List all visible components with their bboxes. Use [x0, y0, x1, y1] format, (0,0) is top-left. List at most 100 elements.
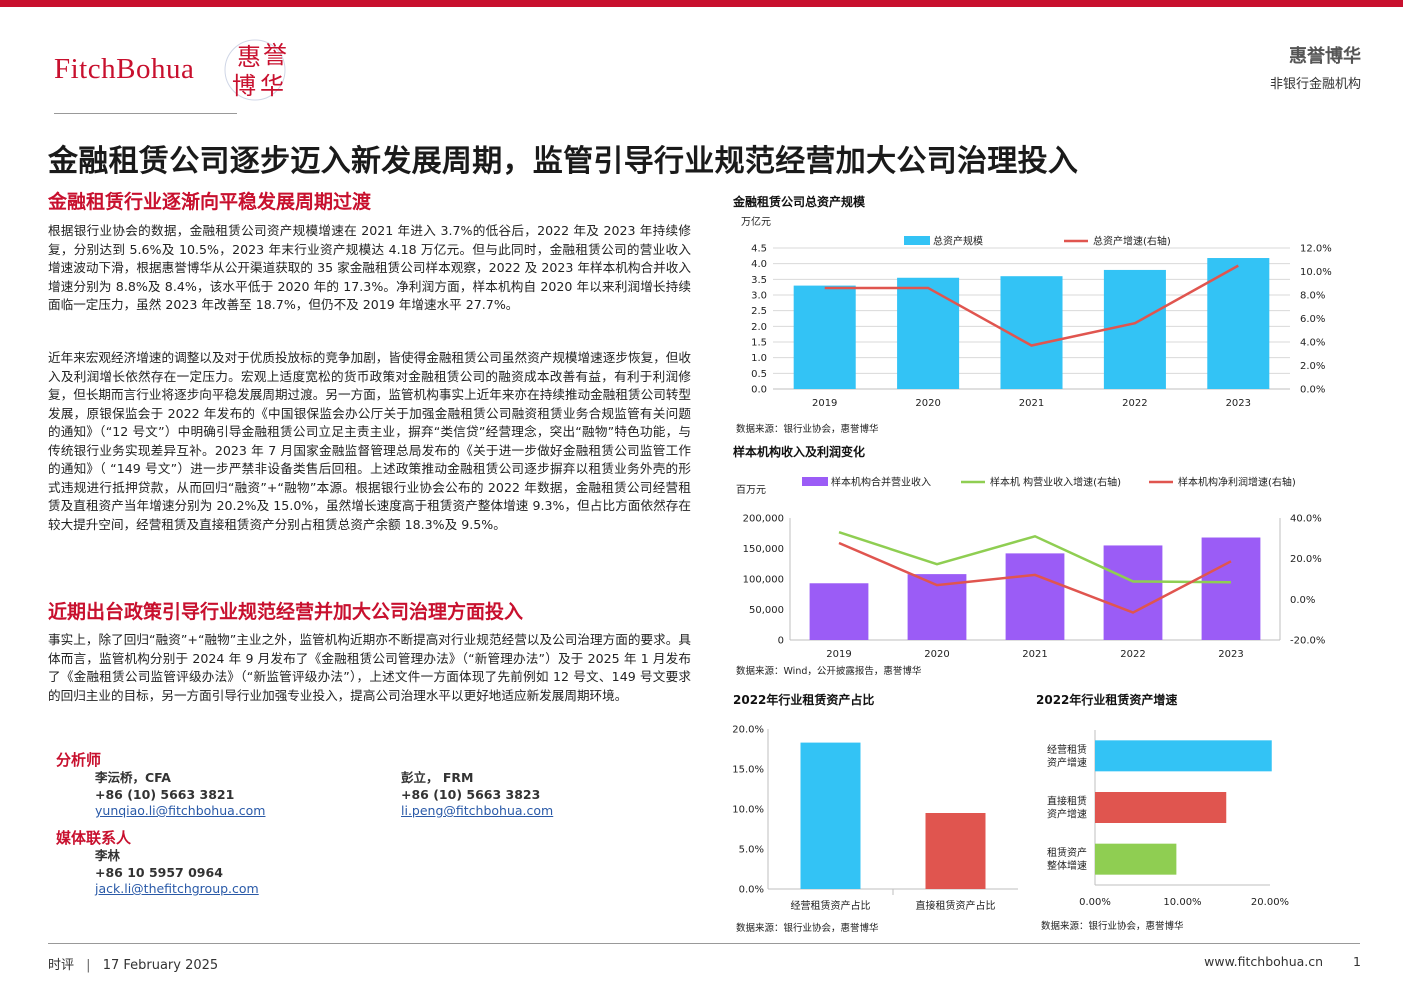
- y-tick-label: 4.0: [751, 259, 767, 270]
- x-tick-label: 2020: [915, 398, 940, 409]
- media-name: 李林: [95, 848, 121, 863]
- y2-tick-label: 0.0%: [1300, 385, 1325, 396]
- top-accent-bar: [0, 0, 1403, 7]
- series-line-0: [824, 264, 1239, 347]
- analyst-2-phone: +86 (10) 5663 3823: [401, 786, 541, 802]
- y-tick-label: 5.0%: [739, 845, 764, 856]
- paragraph-3: 事实上，除了回归“融资”+“融物”主业之外，监管机构近期亦不断提高对行业规范经营…: [48, 632, 691, 703]
- chart-lease-growth: 0.00% 10.00% 20.00% 经营租赁资产增速直接租赁资产增速租赁资产整体增…: [1047, 730, 1289, 908]
- media-heading: 媒体联系人: [56, 829, 132, 847]
- media-contact: 李林 +86 10 5957 0964 jack.li@thefitchgrou…: [95, 848, 259, 898]
- y-axis-unit: 百万元: [736, 484, 766, 496]
- brand-category: 非银行金融机构: [1269, 77, 1361, 92]
- x-tick-label: 2020: [924, 649, 949, 660]
- y2-tick-label: 40.0%: [1290, 514, 1322, 525]
- chart4-source: 数据来源：银行业协会，惠誉博华: [1041, 921, 1184, 932]
- chart3-source: 数据来源：银行业协会，惠誉博华: [736, 923, 879, 934]
- fitchbohua-logo: FitchBohua 惠 誉 博 华: [54, 38, 314, 102]
- paragraph-2: 近年来宏观经济增速的调整以及对于优质投放标的竞争加剧，皆使得金融租赁公司虽然资产…: [48, 350, 691, 532]
- legend-label: 样本机构净利润增速(右轴): [1178, 476, 1296, 489]
- series-line-0: [838, 531, 1232, 584]
- bar-2022: [1103, 545, 1163, 640]
- chart2-source: 数据来源：Wind，公开披露报告，惠誉博华: [736, 666, 922, 677]
- y-tick-label: 直接租赁资产增速: [1047, 795, 1087, 821]
- chart-revenue-profit: 百万元 0 50,000 100,000 150,000 200,000 -20.0% 0.0…: [736, 476, 1325, 661]
- paragraph-1: 根据银行业协会的数据，金融租赁公司资产规模增速在 2021 年进入 3.7%的低…: [48, 223, 691, 312]
- y2-tick-label: 8.0%: [1300, 291, 1325, 302]
- logo-divider: [54, 113, 237, 114]
- logo-seal-icon: 惠 誉 博 华: [224, 39, 287, 101]
- y-tick-label: 0.0%: [739, 885, 764, 896]
- section-heading-2: 近期出台政策引导行业规范经营并加大公司治理方面投入: [48, 601, 524, 623]
- footer-right: www.fitchbohua.cn 1: [1204, 954, 1361, 969]
- y2-tick-label: 4.0%: [1300, 338, 1325, 349]
- bar-租赁资产整体增速: [1095, 843, 1177, 875]
- y-tick-label: 租赁资产整体增速: [1047, 846, 1087, 872]
- y-tick-label: 15.0%: [732, 765, 764, 776]
- chart4-title: 2022年行业租赁资产增速: [1036, 693, 1178, 707]
- analyst-1: 李沄桥，CFA +86 (10) 5663 3821 yunqiao.li@fi…: [95, 770, 265, 820]
- page-title: 金融租赁公司逐步迈入新发展周期，监管引导行业规范经营加大公司治理投入: [48, 144, 1079, 179]
- x-tick-label: 20.00%: [1251, 897, 1289, 908]
- x-tick-label: 2022: [1122, 398, 1147, 409]
- legend-label: 总资产规模: [933, 235, 983, 248]
- bar-直接租赁资产占比: [925, 813, 986, 889]
- y-tick-label: 4.5: [751, 244, 767, 255]
- analyst-1-phone: +86 (10) 5663 3821: [95, 786, 235, 802]
- x-tick-label: 2023: [1218, 649, 1243, 660]
- y-tick-label: 1.5: [751, 338, 767, 349]
- y-tick-label: 200,000: [743, 514, 784, 525]
- svg-text:博: 博: [232, 72, 256, 100]
- logo-wordmark: FitchBohua: [54, 53, 195, 85]
- svg-text:誉: 誉: [263, 41, 287, 69]
- y-tick-label: 2.0: [751, 322, 767, 333]
- bar-2022: [1103, 269, 1166, 389]
- chart2-title: 样本机构收入及利润变化: [733, 445, 866, 459]
- y-tick-label: 10.0%: [732, 805, 764, 816]
- y2-tick-label: 20.0%: [1290, 554, 1322, 565]
- x-tick-label: 2019: [826, 649, 851, 660]
- bar-2019: [793, 285, 856, 389]
- y2-tick-label: 2.0%: [1300, 361, 1325, 372]
- y-tick-label: 150,000: [743, 544, 784, 555]
- analyst-2: 彭立， FRM +86 (10) 5663 3823 li.peng@fitch…: [401, 770, 553, 820]
- legend-swatch: [904, 236, 930, 245]
- footer-divider: [48, 943, 1360, 944]
- y2-tick-label: 6.0%: [1300, 314, 1325, 325]
- series-line-1: [838, 541, 1232, 614]
- legend-label: 样本机 构营业收入增速(右轴): [990, 476, 1121, 489]
- footer-website[interactable]: www.fitchbohua.cn: [1204, 954, 1324, 969]
- brand-name: 惠誉博华: [1289, 46, 1361, 67]
- media-email[interactable]: jack.li@thefitchgroup.com: [95, 881, 259, 896]
- x-tick-label: 直接租赁资产占比: [916, 899, 996, 912]
- bar-直接租赁资产增速: [1095, 792, 1227, 823]
- bar-2023: [1201, 537, 1261, 640]
- bar-经营租赁资产增速: [1095, 740, 1272, 772]
- svg-text:惠: 惠: [237, 43, 261, 71]
- legend-label: 总资产增速(右轴): [1093, 235, 1171, 248]
- legend-swatch: [802, 477, 828, 486]
- y-tick-label: 1.0: [751, 353, 767, 364]
- x-tick-label: 经营租赁资产占比: [791, 899, 871, 912]
- x-tick-label: 2019: [812, 398, 837, 409]
- analyst-1-email[interactable]: yunqiao.li@fitchbohua.com: [95, 803, 266, 818]
- section-heading-1: 金融租赁行业逐渐向平稳发展周期过渡: [48, 191, 372, 213]
- svg-text:华: 华: [260, 72, 284, 100]
- x-tick-label: 2022: [1120, 649, 1145, 660]
- analyst-2-email[interactable]: li.peng@fitchbohua.com: [401, 803, 554, 818]
- y-tick-label: 100,000: [743, 575, 784, 586]
- x-tick-label: 2021: [1022, 649, 1047, 660]
- footer-date: 17 February 2025: [102, 958, 219, 973]
- analyst-2-name: 彭立， FRM: [401, 770, 474, 785]
- x-tick-label: 0.00%: [1079, 897, 1111, 908]
- legend-label: 样本机构合并营业收入: [831, 476, 931, 489]
- bar-2021: [1005, 553, 1065, 640]
- y-tick-label: 0: [778, 636, 784, 647]
- chart1-source: 数据来源：银行业协会，惠誉博华: [736, 424, 879, 435]
- page-number: 1: [1353, 954, 1361, 969]
- x-tick-label: 2023: [1226, 398, 1251, 409]
- footer-left: 时评 | 17 February 2025: [48, 958, 219, 973]
- bar-2023: [1207, 258, 1270, 389]
- y-tick-label: 20.0%: [732, 725, 764, 736]
- bar-经营租赁资产占比: [800, 742, 861, 889]
